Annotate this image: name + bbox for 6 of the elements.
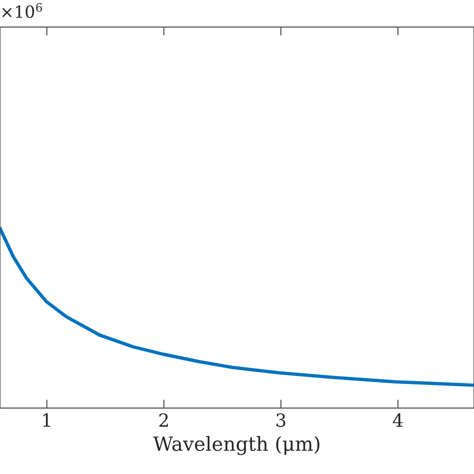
- text: ×10$^{6}$: [2, 3, 42, 18]
- x-tick-label: 2: [159, 413, 168, 427]
- x-axis-title: Wavelength (μm): [153, 436, 320, 456]
- x-tick-label: 4: [392, 413, 403, 427]
- x-tick-label: 1: [43, 413, 50, 427]
- x-tick-label: 3: [276, 413, 286, 427]
